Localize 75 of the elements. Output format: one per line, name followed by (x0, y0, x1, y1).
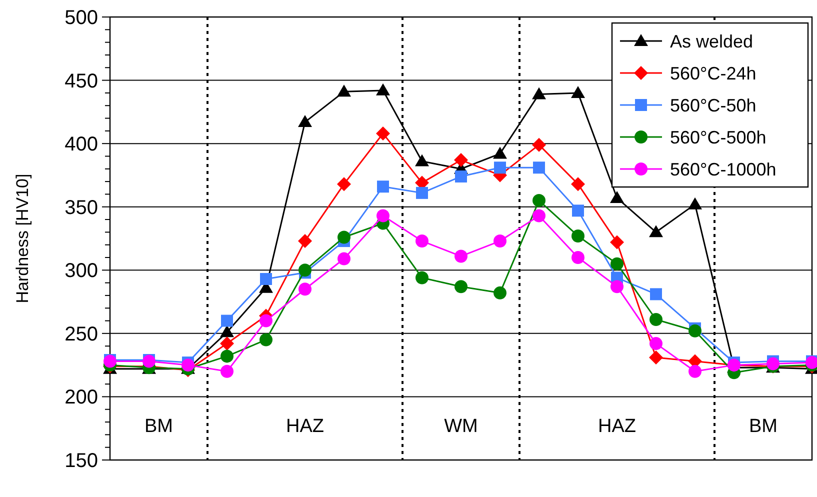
y-tick-label: 200 (64, 386, 98, 409)
point (416, 271, 428, 284)
point (650, 313, 662, 326)
y-axis-title: Hardness [HV10] (13, 174, 32, 304)
point (416, 234, 428, 248)
point (688, 197, 702, 210)
y-tick-label: 400 (64, 134, 98, 156)
point (494, 162, 506, 174)
point (571, 177, 585, 192)
point (649, 225, 663, 238)
point (220, 350, 234, 363)
point (182, 358, 194, 372)
point (610, 280, 624, 294)
legend-label: As welded (670, 31, 754, 52)
point (338, 252, 350, 266)
annotation: HAZ (598, 416, 636, 437)
point (260, 314, 272, 328)
annotation: BM (749, 416, 778, 437)
point (338, 230, 350, 244)
point (298, 264, 312, 277)
point (416, 186, 428, 199)
point (572, 229, 584, 242)
y-tick-label: 450 (64, 70, 98, 92)
point (298, 234, 312, 248)
point (454, 153, 468, 168)
y-tick-label: 300 (64, 260, 98, 282)
point (376, 126, 390, 140)
point (610, 190, 624, 203)
y-tick-label: 500 (64, 7, 98, 29)
point (337, 84, 351, 97)
point (493, 146, 507, 159)
legend-label: 560°C-500h (670, 127, 766, 148)
point (650, 288, 662, 300)
y-tick-label: 250 (64, 323, 98, 346)
point (766, 357, 780, 370)
point (571, 86, 585, 98)
legend-label: 560°C-1000h (670, 159, 776, 180)
point (572, 250, 584, 264)
point (298, 115, 312, 128)
point (454, 280, 468, 294)
legend-label: 560°C-50h (670, 95, 756, 116)
annotation: HAZ (286, 416, 324, 437)
point (260, 333, 272, 346)
point (376, 83, 390, 96)
point (532, 209, 546, 222)
point (260, 273, 272, 286)
point (377, 180, 389, 193)
point (220, 325, 234, 338)
point (494, 286, 506, 300)
point (532, 138, 546, 152)
point (533, 162, 545, 174)
point (376, 209, 390, 222)
annotation: WM (444, 416, 478, 437)
point (494, 234, 506, 248)
point (610, 235, 624, 250)
point (649, 350, 663, 364)
point (532, 194, 546, 208)
point (610, 257, 624, 270)
annotation: BM (144, 416, 173, 437)
point (455, 170, 467, 182)
point (650, 337, 662, 350)
point (532, 87, 546, 100)
point (221, 314, 233, 327)
legend-label: 560°C-24h (670, 63, 756, 84)
point (220, 364, 234, 378)
point (220, 336, 234, 351)
point (688, 364, 702, 378)
point (415, 154, 429, 166)
point (572, 204, 584, 217)
point (454, 250, 468, 263)
y-tick-label: 350 (64, 196, 98, 219)
point (688, 324, 702, 338)
point (298, 282, 312, 296)
point (337, 177, 351, 192)
y-tick-label: 150 (64, 450, 98, 472)
